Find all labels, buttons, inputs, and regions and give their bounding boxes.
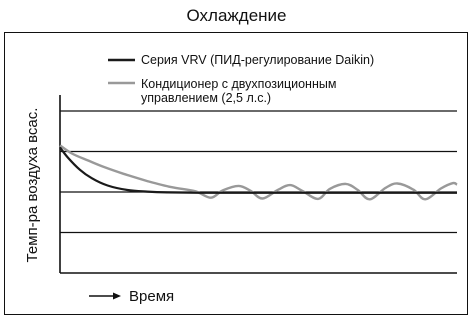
series-layer xyxy=(59,144,458,201)
time-arrow-head-icon xyxy=(113,292,121,300)
chart-title: Охлаждение xyxy=(186,6,287,25)
x-axis-label: Время xyxy=(129,288,174,305)
chart-frame: Серия VRV (ПИД-регулирование Daikin) Конд… xyxy=(4,32,468,315)
legend: Серия VRV (ПИД-регулирование Daikin) Конд… xyxy=(108,53,374,105)
x-axis-label-group: Время xyxy=(89,288,174,305)
y-axis-label: Темп-ра воздуха всас. xyxy=(24,108,41,263)
legend-label-2: Кондиционер с двухпозиционным управлением… xyxy=(141,77,336,105)
legend-label-1: Серия VRV (ПИД-регулирование Daikin) xyxy=(141,53,374,67)
series-line-1 xyxy=(59,146,457,194)
series-line-2 xyxy=(59,144,458,201)
chart-svg: Серия VRV (ПИД-регулирование Daikin) Конд… xyxy=(24,53,458,305)
